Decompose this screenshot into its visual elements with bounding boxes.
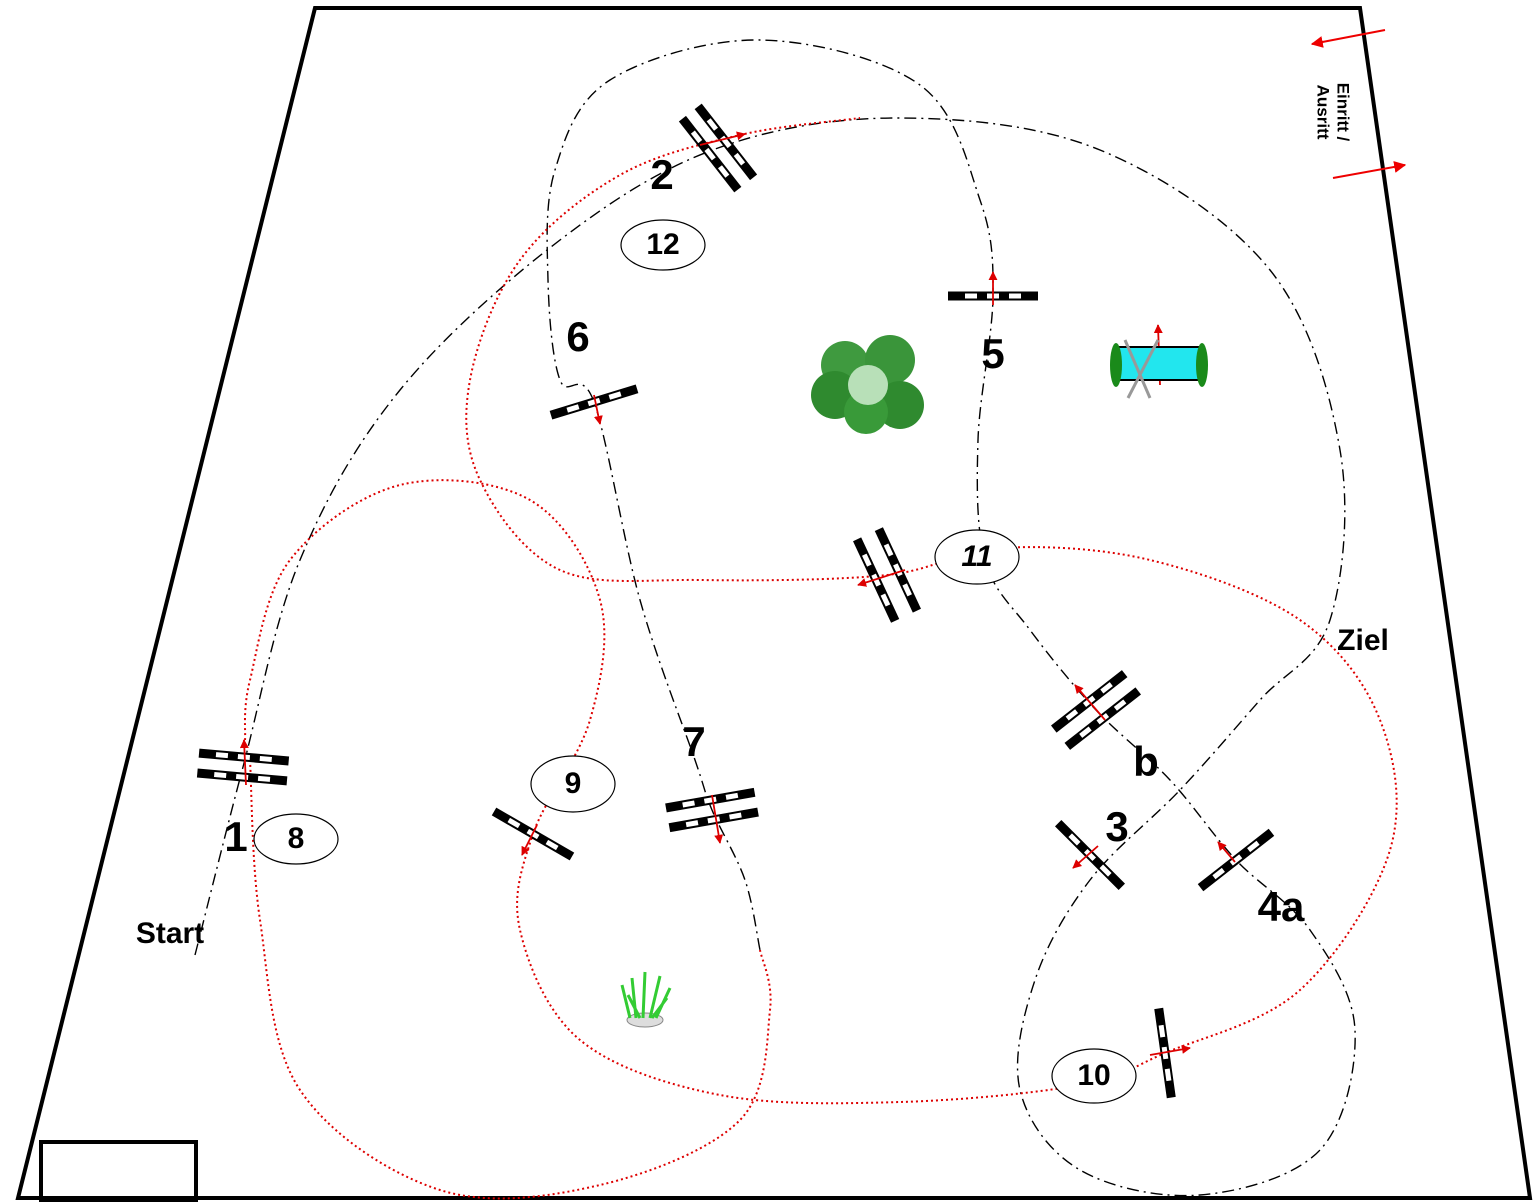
fence-number: b — [1133, 738, 1159, 785]
arena — [15, 6, 1533, 1200]
gate-label: Einritt / Ausritt — [1314, 83, 1353, 142]
fence-number: 4a — [1258, 883, 1305, 930]
fence-number: 3 — [1105, 803, 1128, 850]
route — [194, 39, 1356, 1197]
fence-number: 5 — [981, 330, 1004, 377]
fence-number: 2 — [650, 151, 673, 198]
round-number: 8 — [288, 822, 305, 855]
round-number: 9 — [565, 767, 582, 800]
fence-number: 6 — [566, 313, 589, 360]
route — [243, 117, 1398, 1105]
round-number: 12 — [646, 228, 679, 261]
direction-arrows — [239, 131, 1236, 1056]
fences — [196, 103, 1275, 1099]
gate-line1: Einritt / — [1334, 83, 1353, 142]
fence-number: 7 — [682, 718, 705, 765]
gate-line2: Ausritt — [1314, 85, 1333, 140]
round-number: 10 — [1077, 1059, 1110, 1092]
tree — [811, 335, 924, 434]
judge-box — [39, 1140, 198, 1202]
round-number: 11 — [961, 540, 992, 573]
labels: 1 2 3 4a 5 6 7 b 8 9 10 11 12 Start Ziel — [136, 151, 1389, 1104]
water-jump — [1110, 339, 1208, 399]
finish-label: Ziel — [1337, 624, 1389, 657]
fence-number: 1 — [224, 813, 247, 860]
route — [249, 759, 772, 1200]
routes — [194, 39, 1398, 1200]
start-label: Start — [136, 917, 204, 950]
plant — [620, 971, 672, 1028]
gate-arrows — [1310, 29, 1407, 179]
